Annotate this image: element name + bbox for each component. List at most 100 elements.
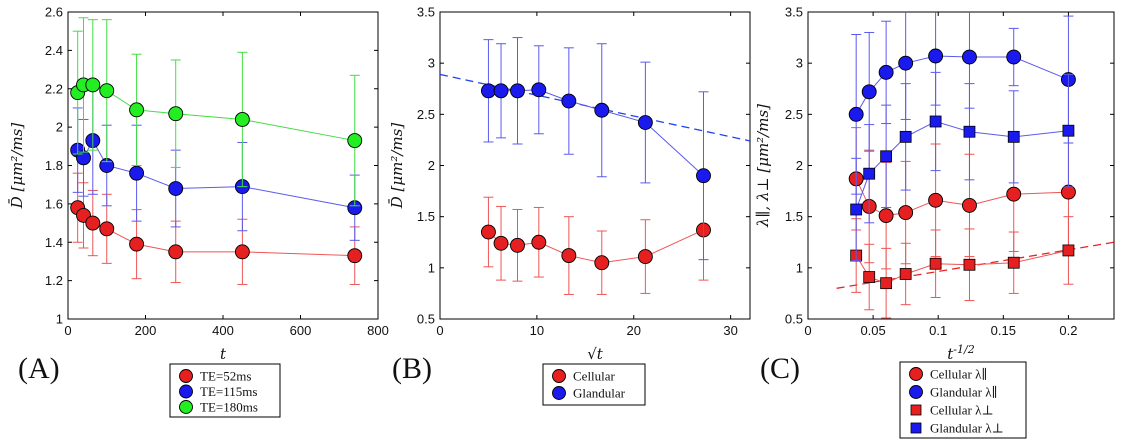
panel-a-series-2-point bbox=[234, 111, 250, 127]
panel-c-legend-label: Glandular λ∥ bbox=[930, 385, 998, 400]
panel-b-letter: (B) bbox=[392, 352, 432, 385]
panel-b-ytick-label: 2 bbox=[428, 158, 435, 173]
panel-c-legend: Cellular λ∥ Glandular λ∥ Cellular λ⊥ Glandu… bbox=[899, 361, 1027, 439]
panel-c-series-2-point bbox=[929, 257, 942, 270]
panel-a-ytick-label: 2.4 bbox=[45, 43, 63, 58]
panel-a-xtick-label: 400 bbox=[212, 323, 234, 338]
panel-a-series-1-point bbox=[168, 181, 184, 196]
panel-b-legend-marker bbox=[552, 386, 566, 400]
panel-b-marks: 0 10 20 30 0.5 1 1.5 2 2.5 3 3.5 √t D̄ [μm²/ms] bbox=[388, 5, 750, 363]
panel-b: 0 10 20 300.511.522.533.5√tD̄ [μm²/ms] (B) … bbox=[388, 5, 751, 406]
panel-c-series-2-point bbox=[863, 271, 876, 283]
panel-a-marks: 0 200 400 600 800 1 1.2 1.4 1.6 1.8 2 2.2 2.4 2.6 t D̄ … bbox=[8, 5, 389, 364]
panel-b-xlabel: √t bbox=[587, 345, 604, 363]
panel-b-series-0-point bbox=[510, 237, 525, 253]
panel-a-series-1-point bbox=[129, 165, 145, 181]
panel-c-series-3-point bbox=[850, 203, 863, 216]
panel-c-legend-marker bbox=[910, 422, 922, 434]
panel-b-ytick-label: 0.5 bbox=[417, 312, 435, 327]
panel-b-series-1-point bbox=[594, 102, 610, 118]
panel-c-legend-marker bbox=[910, 404, 922, 416]
panel-c-series-2-point bbox=[963, 258, 976, 271]
panel-a-legend-marker bbox=[179, 384, 193, 399]
panel-a-xtick-label: 200 bbox=[135, 323, 157, 338]
panel-b-ylabel: D̄ [μm²/ms] bbox=[388, 123, 406, 210]
panel-c-ytick-label: 1 bbox=[796, 260, 803, 275]
panel-c-series-2-point bbox=[1007, 256, 1020, 269]
panel-b-xtick-label: 10 bbox=[530, 323, 544, 338]
panel-a-series-0-point bbox=[129, 236, 145, 252]
panel-b-series-1-point bbox=[531, 82, 547, 98]
panel-c-series-1-point bbox=[928, 48, 944, 64]
panel-c-ytick-label: 2 bbox=[796, 158, 803, 173]
panel-a-ytick-label: 1 bbox=[56, 312, 63, 327]
panel-a-data-layer bbox=[70, 17, 363, 285]
panel-b-legend-marker bbox=[552, 369, 566, 383]
panel-a-legend-marker bbox=[179, 369, 193, 383]
panel-a-ytick-label: 1.2 bbox=[45, 273, 63, 288]
panel-c-marks: 0 0.05 0.1 0.15 0.2 0.5 1 1.5 2 2.5 3 3.5 t-1/2 λ∥, λ… bbox=[754, 5, 1114, 363]
panel-a-series-1-point bbox=[76, 150, 91, 166]
panel-c-series-1-point bbox=[878, 64, 894, 80]
panel-a-letter: (A) bbox=[18, 352, 60, 385]
panel-b-series-0-point bbox=[594, 255, 610, 271]
panel-c-xtick-label: 0.2 bbox=[1059, 323, 1077, 338]
panel-c-data-layer bbox=[836, 12, 1114, 319]
panel-c-series-3-point bbox=[963, 125, 976, 138]
panel-c-series-0-point bbox=[1006, 186, 1022, 202]
panel-c-series-3-point bbox=[899, 130, 912, 143]
panel-c-legend-marker bbox=[909, 367, 923, 381]
panel-c-series-3-point bbox=[1062, 124, 1075, 137]
panel-a-xtick-label: 600 bbox=[290, 323, 312, 338]
panel-c-series-3-point bbox=[1007, 130, 1020, 143]
panel-c-series-1-point bbox=[848, 106, 864, 122]
panel-b-series-1-point bbox=[480, 83, 496, 99]
panel-b-series-0-point bbox=[561, 248, 577, 264]
panel-a-ytick-label: 2.6 bbox=[45, 5, 63, 20]
panel-a-legend-label: TE=115ms bbox=[200, 384, 257, 399]
panel-a: 0 200 400 600 800 1 1.2 1.4 1.6 1.8 2 2.2 2.4 2.6 t D̄ … bbox=[8, 5, 389, 418]
panel-a-ytick-label: 1.4 bbox=[45, 235, 63, 250]
panel-c-xtick-label: 0.05 bbox=[860, 323, 885, 338]
panel-b-series-1-point bbox=[510, 83, 525, 99]
panel-a-legend-label: TE=180ms bbox=[200, 400, 258, 415]
panel-a-series-2-point bbox=[168, 106, 184, 122]
panel-c-plot-area bbox=[807, 11, 1115, 320]
panel-a-series-0-point bbox=[85, 215, 101, 231]
panel-c-series-3-point bbox=[880, 150, 893, 163]
panel-b-legend-label: Cellular bbox=[573, 369, 616, 384]
panel-a-series-0-point bbox=[168, 244, 184, 260]
panel-c-legend-label: Glandular λ⊥ bbox=[930, 421, 1004, 436]
panel-c-series-0-point bbox=[878, 208, 894, 224]
panel-c-series-2-point bbox=[1062, 244, 1075, 257]
panel-a-ylabel: D̄ [μm²/ms] bbox=[8, 123, 26, 210]
panel-a-series-0-point bbox=[99, 221, 115, 237]
panel-c-ytick-label: 1.5 bbox=[785, 209, 803, 224]
panel-a-series-0-point bbox=[347, 248, 363, 264]
panel-c-xtick-label: 0.15 bbox=[991, 323, 1016, 338]
panel-c-series-2-point bbox=[899, 268, 912, 280]
panel-b-ytick-label: 3.5 bbox=[417, 5, 435, 20]
panel-b-legend-label: Glandular bbox=[573, 386, 626, 401]
panel-a-ytick-label: 1.6 bbox=[45, 196, 63, 211]
panel-b-series-0-point bbox=[493, 235, 509, 251]
panel-c-series-1-point bbox=[962, 49, 977, 65]
panel-c-xlabel: t-1/2 bbox=[947, 343, 974, 363]
panel-c-xtick-label: 0 bbox=[804, 323, 811, 338]
panel-c-ytick-label: 0.5 bbox=[785, 312, 803, 327]
panel-c-series-1-point bbox=[861, 84, 877, 100]
panel-b-ytick-label: 2.5 bbox=[417, 107, 435, 122]
panel-c-series-0-point bbox=[928, 192, 944, 208]
panel-a-series-2-point bbox=[347, 133, 363, 149]
panel-a-series-2-point bbox=[85, 77, 101, 93]
panel-c-series-3-point bbox=[863, 167, 876, 180]
panel-c-ytick-label: 3 bbox=[796, 56, 803, 71]
panel-b-series-0-point bbox=[637, 249, 653, 265]
panel-c-series-0-point bbox=[898, 205, 914, 221]
panel-b-data-layer bbox=[440, 37, 750, 295]
panel-a-series-2-point bbox=[99, 83, 115, 99]
panel-c-legend-label: Cellular λ⊥ bbox=[930, 403, 994, 418]
panel-b-xtick-label: 0 bbox=[436, 323, 443, 338]
